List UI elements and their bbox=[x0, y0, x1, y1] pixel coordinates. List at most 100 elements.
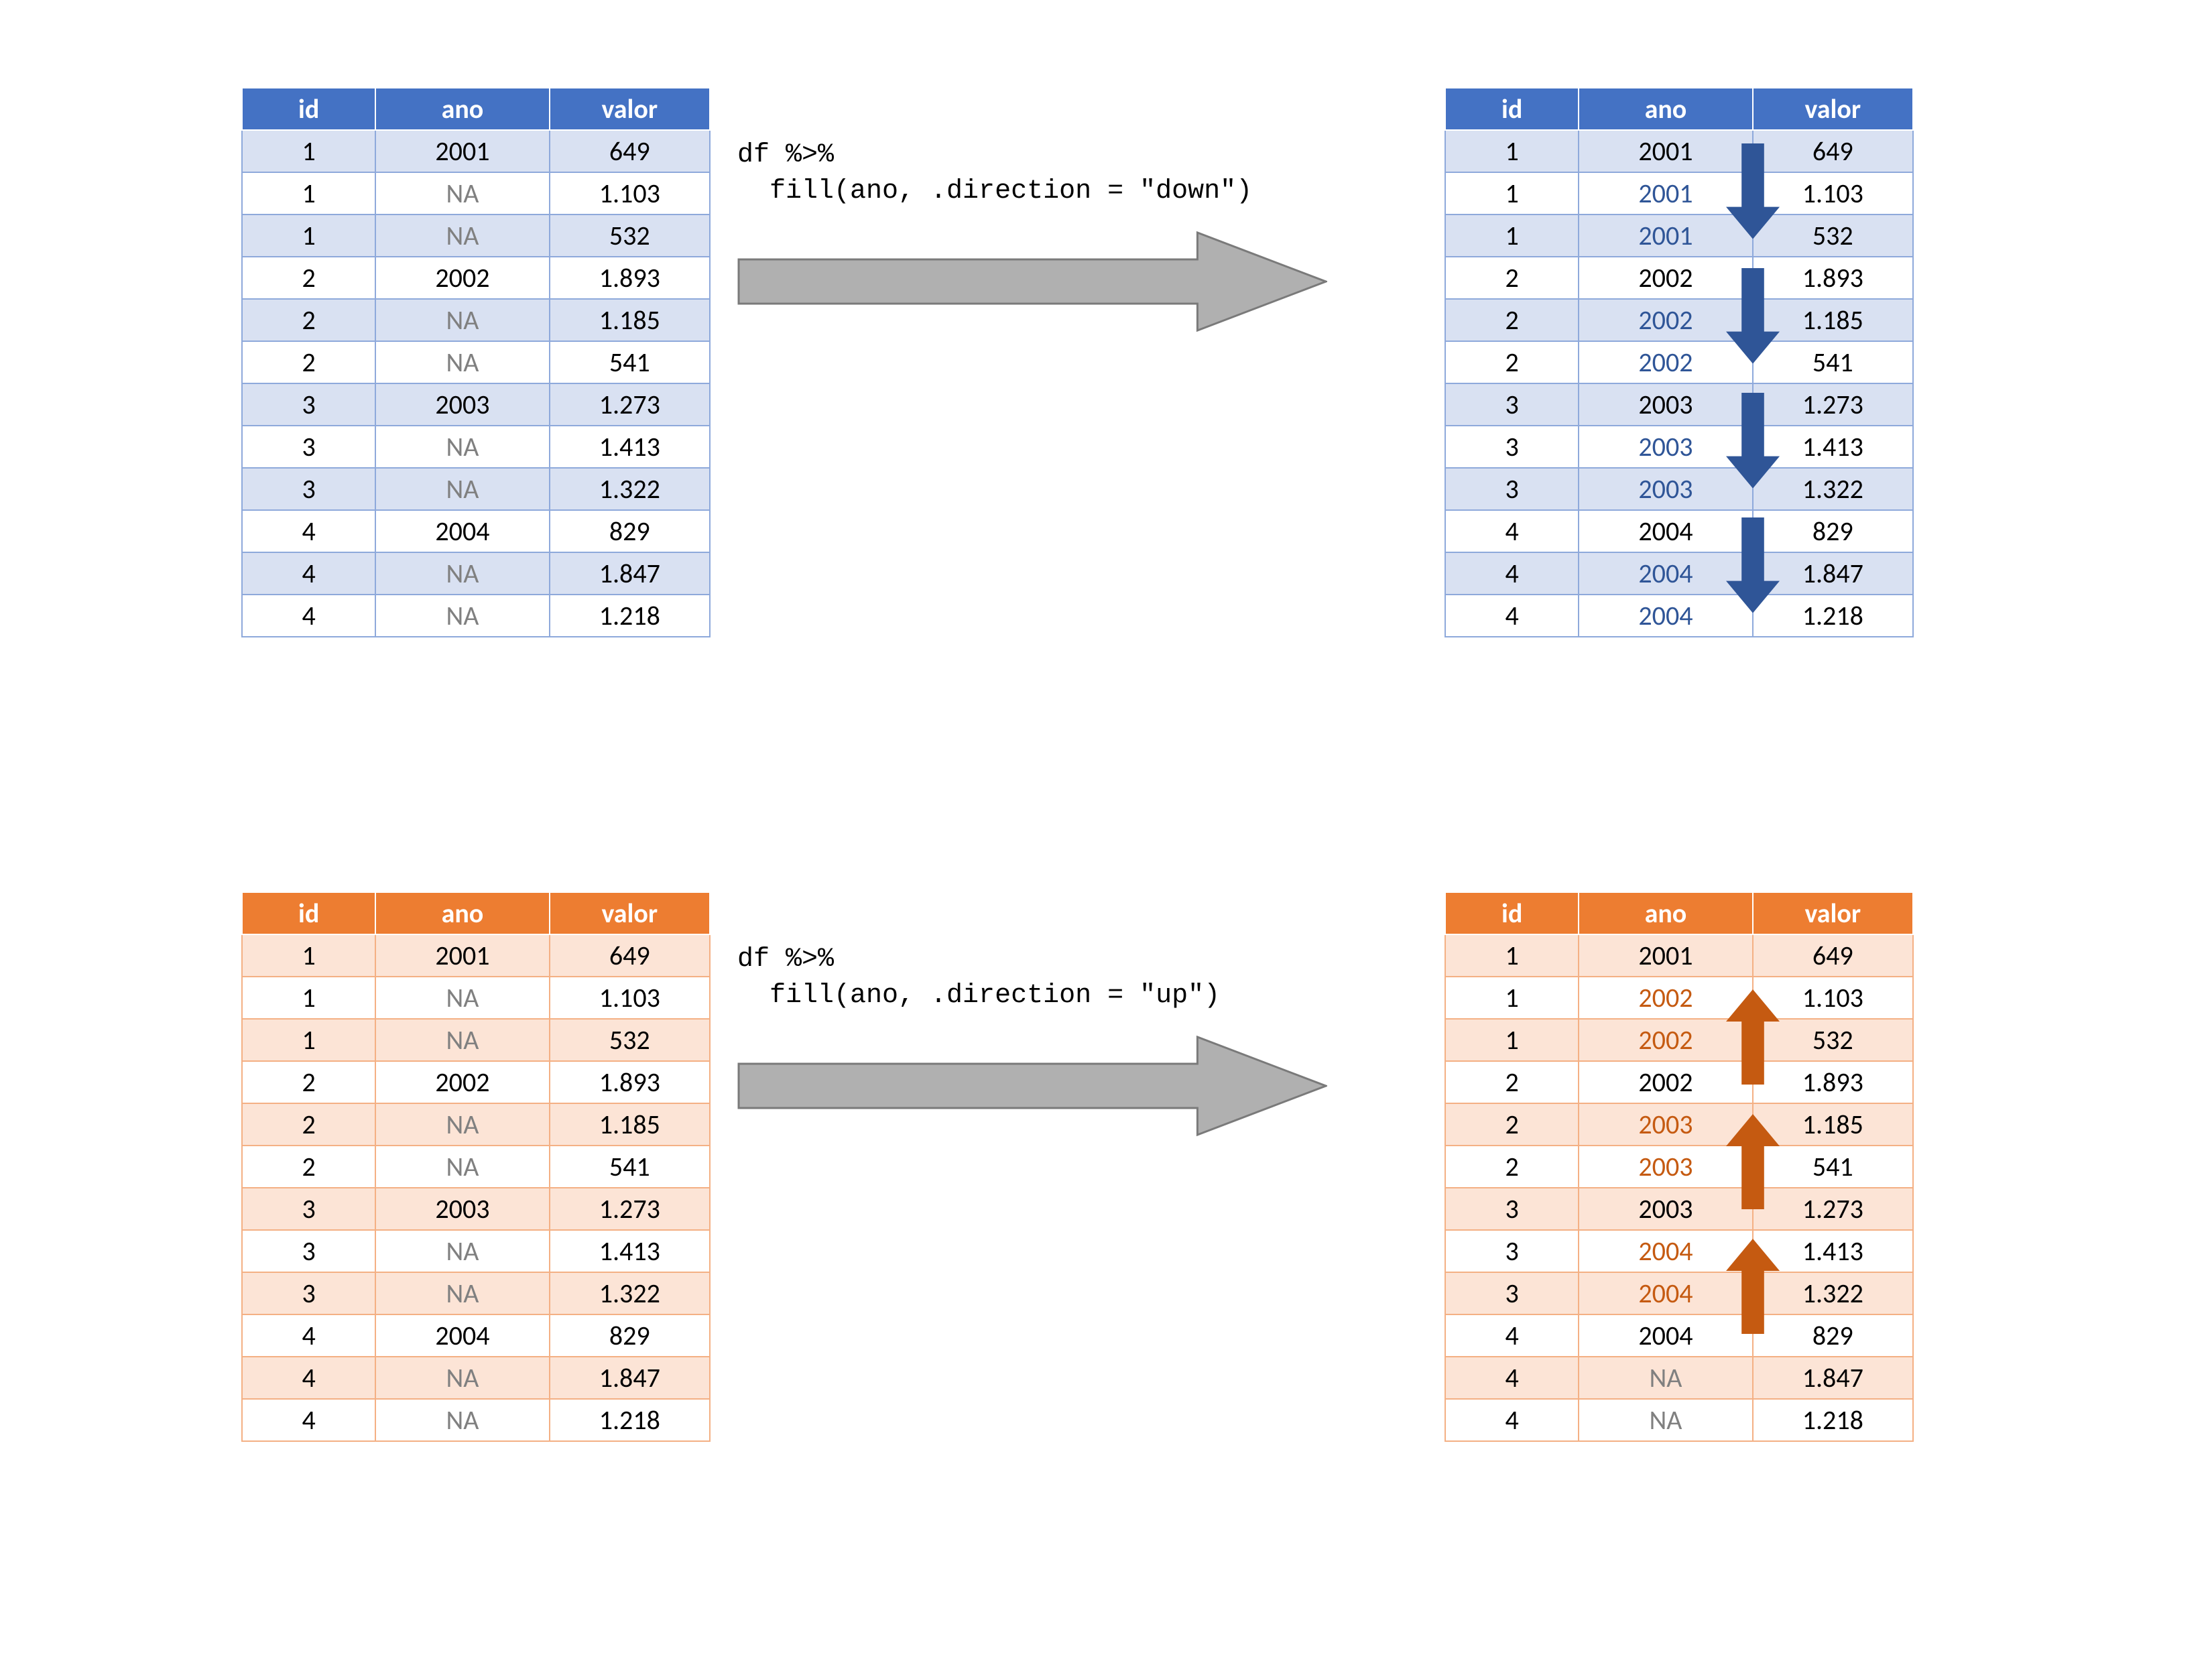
table-cell: NA bbox=[375, 1272, 549, 1314]
column-header: ano bbox=[1579, 892, 1752, 934]
table-cell: 1.218 bbox=[550, 595, 710, 637]
table-cell: 1.413 bbox=[1753, 1230, 1913, 1272]
table-cell: 3 bbox=[1445, 468, 1579, 510]
table-cell: 2001 bbox=[1579, 130, 1752, 172]
table-cell: 1.218 bbox=[550, 1399, 710, 1441]
table-cell: 1 bbox=[1445, 214, 1579, 257]
table-cell: 1.847 bbox=[550, 552, 710, 595]
code-snippet: df %>% fill(ano, .direction = "down") bbox=[737, 137, 1252, 210]
table-cell: 2002 bbox=[1579, 299, 1752, 341]
table-cell: 2001 bbox=[375, 934, 549, 977]
table-cell: 1 bbox=[1445, 1019, 1579, 1061]
table-cell: 2003 bbox=[1579, 426, 1752, 468]
column-header: id bbox=[242, 892, 375, 934]
table-cell: 1 bbox=[242, 1019, 375, 1061]
table-row: 320031.322 bbox=[1445, 468, 1913, 510]
table-row: 4NA1.847 bbox=[1445, 1357, 1913, 1399]
table-cell: 2002 bbox=[1579, 1019, 1752, 1061]
table-cell: 2004 bbox=[375, 510, 549, 552]
table-row: 320041.322 bbox=[1445, 1272, 1913, 1314]
table-cell: 2004 bbox=[375, 1314, 549, 1357]
table-cell: 1.185 bbox=[1753, 1103, 1913, 1146]
table-cell: 2 bbox=[1445, 1146, 1579, 1188]
table-cell: 649 bbox=[550, 130, 710, 172]
table-cell: 1.847 bbox=[1753, 1357, 1913, 1399]
table-cell: 532 bbox=[1753, 214, 1913, 257]
table-row: 220031.185 bbox=[1445, 1103, 1913, 1146]
table-cell: 532 bbox=[550, 1019, 710, 1061]
table-cell: 2 bbox=[242, 257, 375, 299]
table-cell: 2001 bbox=[1579, 214, 1752, 257]
table-cell: 1.847 bbox=[1753, 552, 1913, 595]
table-cell: 1.273 bbox=[550, 1188, 710, 1230]
table-row: 12001649 bbox=[1445, 130, 1913, 172]
table-cell: 2001 bbox=[1579, 934, 1752, 977]
table-cell: 4 bbox=[242, 552, 375, 595]
column-header: valor bbox=[550, 892, 710, 934]
table-cell: 829 bbox=[550, 510, 710, 552]
table-cell: 2 bbox=[242, 299, 375, 341]
table-cell: 1 bbox=[242, 130, 375, 172]
table-cell: 4 bbox=[1445, 1314, 1579, 1357]
table-cell: NA bbox=[375, 1357, 549, 1399]
table-cell: 1.893 bbox=[550, 257, 710, 299]
table-cell: 1.413 bbox=[550, 426, 710, 468]
output-table: idanovalor12001649120021.103120025322200… bbox=[1445, 892, 1914, 1442]
table-cell: 4 bbox=[242, 1399, 375, 1441]
table-cell: 2003 bbox=[1579, 1188, 1752, 1230]
table-cell: NA bbox=[375, 341, 549, 383]
table-cell: 3 bbox=[242, 1188, 375, 1230]
table-cell: 2002 bbox=[375, 257, 549, 299]
table-cell: 2002 bbox=[1579, 977, 1752, 1019]
table-cell: 2 bbox=[1445, 341, 1579, 383]
table-row: 12001649 bbox=[242, 934, 710, 977]
table-cell: 1.185 bbox=[550, 1103, 710, 1146]
transform-arrow-icon bbox=[737, 231, 1327, 332]
table-cell: 4 bbox=[242, 1357, 375, 1399]
table-row: 1NA1.103 bbox=[242, 172, 710, 214]
table-cell: 2004 bbox=[1579, 1272, 1752, 1314]
table-cell: 2001 bbox=[1579, 172, 1752, 214]
table-cell: 1.413 bbox=[550, 1230, 710, 1272]
table-row: 12001532 bbox=[1445, 214, 1913, 257]
table-cell: 1.273 bbox=[1753, 1188, 1913, 1230]
table-cell: 1.893 bbox=[1753, 1061, 1913, 1103]
table-cell: 2002 bbox=[1579, 341, 1752, 383]
table-row: 420041.218 bbox=[1445, 595, 1913, 637]
table-cell: 1 bbox=[1445, 977, 1579, 1019]
table-row: 220021.893 bbox=[1445, 1061, 1913, 1103]
table-cell: 2002 bbox=[375, 1061, 549, 1103]
table-cell: 1 bbox=[1445, 934, 1579, 977]
table-cell: NA bbox=[375, 552, 549, 595]
output-table: idanovalor12001649120011.103120015322200… bbox=[1445, 87, 1914, 637]
code-snippet: df %>% fill(ano, .direction = "up") bbox=[737, 942, 1220, 1014]
table-row: 1NA1.103 bbox=[242, 977, 710, 1019]
table-cell: 649 bbox=[550, 934, 710, 977]
table-row: 320031.273 bbox=[242, 383, 710, 426]
table-cell: 2004 bbox=[1579, 1314, 1752, 1357]
column-header: ano bbox=[375, 892, 549, 934]
table-cell: 1.322 bbox=[550, 1272, 710, 1314]
input-table: idanovalor120016491NA1.1031NA532220021.8… bbox=[241, 892, 711, 1442]
table-cell: 3 bbox=[242, 426, 375, 468]
table-cell: NA bbox=[375, 1399, 549, 1441]
table-cell: NA bbox=[1579, 1357, 1752, 1399]
table-cell: 2003 bbox=[1579, 1146, 1752, 1188]
table-row: 4NA1.218 bbox=[242, 595, 710, 637]
table-cell: 2003 bbox=[1579, 468, 1752, 510]
table-cell: 4 bbox=[242, 1314, 375, 1357]
table-cell: 2 bbox=[1445, 1061, 1579, 1103]
table-cell: 1 bbox=[242, 934, 375, 977]
table-cell: 1 bbox=[242, 172, 375, 214]
table-row: 42004829 bbox=[1445, 1314, 1913, 1357]
table-cell: 532 bbox=[1753, 1019, 1913, 1061]
input-table: idanovalor120016491NA1.1031NA532220021.8… bbox=[241, 87, 711, 637]
table-cell: 1.103 bbox=[550, 977, 710, 1019]
table-cell: 4 bbox=[1445, 1399, 1579, 1441]
table-cell: 3 bbox=[242, 383, 375, 426]
table-cell: 1.413 bbox=[1753, 426, 1913, 468]
table-row: 2NA1.185 bbox=[242, 1103, 710, 1146]
table-cell: 4 bbox=[1445, 552, 1579, 595]
table-cell: 3 bbox=[242, 468, 375, 510]
table-row: 2NA541 bbox=[242, 1146, 710, 1188]
